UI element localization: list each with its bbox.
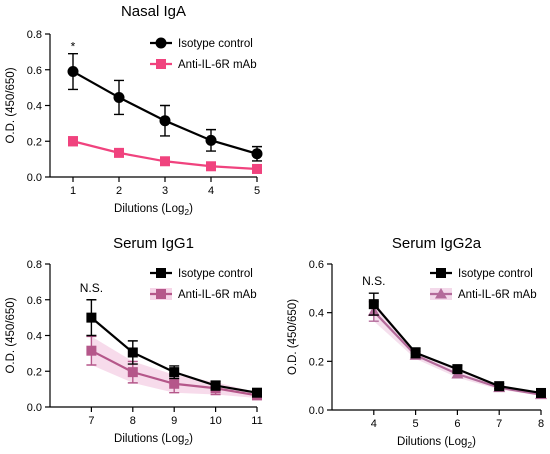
y-tick-label: 0.4 xyxy=(27,101,42,113)
legend-label: Isotype control xyxy=(458,268,533,280)
data-point xyxy=(86,312,97,323)
x-tick-label: 8 xyxy=(130,415,136,427)
y-tick-label: 0.0 xyxy=(309,405,324,417)
legend-marker xyxy=(156,289,166,299)
significance-annotation: N.S. xyxy=(362,274,385,288)
data-point xyxy=(452,364,463,375)
series-anti-il-6r-mab xyxy=(367,301,547,400)
x-axis-label: Dilutions (Log2) xyxy=(114,203,193,217)
data-point xyxy=(127,347,138,358)
x-tick-label: 7 xyxy=(496,418,502,430)
legend-marker xyxy=(156,59,166,69)
y-tick-label: 0.8 xyxy=(27,259,42,271)
x-axis-label: Dilutions (Log2) xyxy=(114,433,193,447)
x-tick-label: 10 xyxy=(209,415,221,427)
chart-panel-3: Serum IgG2a 0.0 0.2 0.4 0.6 4 5 6 7 8 Dilutions (L… xyxy=(287,235,547,450)
y-axis-label: O.D. (450/650) xyxy=(5,297,17,373)
legend: Isotype control Anti-IL-6R mAb xyxy=(430,268,537,301)
legend-marker xyxy=(436,268,446,278)
x-tick-label: 6 xyxy=(454,418,460,430)
data-point xyxy=(86,345,97,356)
x-axis-label: Dilutions (Log2) xyxy=(397,436,476,450)
data-point xyxy=(494,381,505,392)
series-line xyxy=(372,303,542,395)
data-point xyxy=(114,147,124,158)
data-point xyxy=(205,134,217,146)
legend-label: Anti-IL-6R mAb xyxy=(178,59,257,71)
y-tick-label: 0.4 xyxy=(27,331,42,343)
data-point xyxy=(252,163,262,174)
x-tick-label: 7 xyxy=(88,415,94,427)
x-tick-label: 11 xyxy=(251,415,262,427)
y-tick-label: 0.0 xyxy=(27,172,42,184)
legend-marker xyxy=(156,268,166,278)
y-tick-label: 0.2 xyxy=(27,136,42,148)
chart-title: Nasal IgA xyxy=(121,3,186,20)
series-line xyxy=(373,310,542,396)
data-point xyxy=(251,148,263,160)
significance-annotation: * xyxy=(71,40,76,54)
legend-marker xyxy=(435,288,447,299)
data-point xyxy=(68,136,78,147)
significance-annotation: N.S. xyxy=(80,281,103,295)
x-tick-label: 3 xyxy=(162,185,168,197)
legend-label: Anti-IL-6R mAb xyxy=(458,289,537,301)
chart-panel-2: Serum IgG1 0.0 0.2 0.4 0.6 0.8 7 8 9 10 11 Dilution… xyxy=(5,235,263,447)
y-axis-label: O.D. (450/650) xyxy=(5,67,17,143)
data-point xyxy=(159,115,171,127)
data-point xyxy=(169,378,180,389)
x-tick-label: 4 xyxy=(371,418,377,430)
chart-title: Serum IgG1 xyxy=(113,235,194,252)
chart-panel-1: Nasal IgA 0.0 0.2 0.4 0.6 0.8 1 2 3 4 5 Dilutions (… xyxy=(5,3,263,217)
y-tick-label: 0.6 xyxy=(27,65,42,77)
data-point xyxy=(252,387,262,398)
legend: Isotype control Anti-IL-6R mAb xyxy=(150,37,257,71)
y-tick-label: 0.2 xyxy=(27,366,42,378)
data-point xyxy=(536,387,546,398)
legend-label: Anti-IL-6R mAb xyxy=(178,289,257,301)
legend-label: Isotype control xyxy=(178,38,253,50)
data-point xyxy=(113,91,125,103)
data-point xyxy=(160,156,170,167)
series-isotype-control xyxy=(67,52,263,162)
x-tick-label: 5 xyxy=(413,418,419,430)
x-tick-label: 9 xyxy=(171,415,177,427)
y-tick-label: 0.6 xyxy=(27,295,42,307)
series-anti-il-6r-mab xyxy=(68,136,262,174)
y-tick-label: 0.2 xyxy=(309,356,324,368)
data-point xyxy=(210,380,221,391)
y-tick-label: 0.0 xyxy=(27,402,42,414)
y-tick-label: 0.4 xyxy=(309,308,324,320)
series-isotype-control xyxy=(368,292,546,398)
x-tick-label: 2 xyxy=(116,185,122,197)
y-tick-label: 0.8 xyxy=(27,29,42,41)
x-tick-label: 4 xyxy=(208,185,214,197)
x-tick-label: 1 xyxy=(70,185,76,197)
legend-marker xyxy=(155,37,167,49)
data-point xyxy=(206,161,216,172)
data-point xyxy=(67,66,79,78)
chart-title: Serum IgG2a xyxy=(392,235,482,252)
legend-label: Isotype control xyxy=(178,268,253,280)
x-tick-label: 8 xyxy=(538,418,544,430)
y-axis-label: O.D. (450/650) xyxy=(287,299,299,375)
data-point xyxy=(410,347,421,358)
series-isotype-control xyxy=(86,299,262,398)
error-band xyxy=(373,301,541,396)
data-point xyxy=(127,367,138,378)
data-point xyxy=(169,367,180,378)
data-point xyxy=(368,299,379,310)
legend: Isotype control Anti-IL-6R mAb xyxy=(150,268,257,301)
x-tick-label: 5 xyxy=(254,185,260,197)
y-tick-label: 0.6 xyxy=(309,259,324,271)
